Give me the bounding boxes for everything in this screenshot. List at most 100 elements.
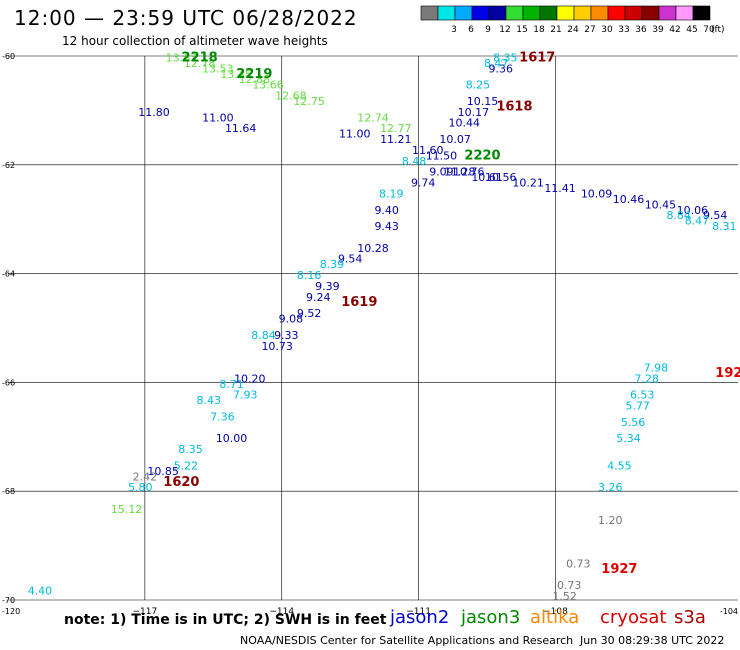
legend-label: 30	[601, 25, 613, 35]
satellite-name-jason3: jason3	[461, 607, 521, 628]
pass-number-label: 192	[715, 366, 740, 381]
wave-height-label: 9.54	[338, 253, 363, 266]
wave-height-label: 4.55	[607, 459, 632, 472]
wave-height-label: 8.71	[219, 378, 244, 391]
legend-label: 12	[499, 25, 510, 35]
wave-height-label: 5.22	[174, 459, 199, 472]
color-scale-legend: 3 6 9 12 15 18 21 24 27 30 33 36 39 42 45 70(ft)	[420, 5, 725, 35]
wave-height-label: 8.47	[685, 215, 710, 228]
wave-height-label: 8.35	[493, 51, 518, 64]
wave-height-label: 12.68	[275, 90, 307, 103]
wave-height-label: 15.12	[111, 503, 143, 516]
wave-height-label: 9.33	[274, 329, 299, 342]
legend-label: 45	[686, 25, 697, 35]
wave-height-label: 11.60	[412, 144, 444, 157]
wave-height-label: 8.25	[466, 79, 491, 92]
x-corner-label-left: -120	[2, 607, 20, 616]
wave-height-label: 9.52	[297, 307, 322, 320]
wave-height-label: 5.34	[616, 432, 641, 445]
wave-height-label: 0.73	[566, 557, 591, 570]
legend-label: 24	[567, 25, 579, 35]
wave-height-label: 9.74	[411, 177, 436, 190]
legend-label: 42	[669, 25, 680, 35]
wave-height-label: 5.56	[621, 416, 646, 429]
wave-height-label: 9.43	[374, 220, 399, 233]
y-tick-label: -62	[2, 161, 15, 170]
wave-height-label: 1.20	[598, 514, 623, 527]
legend-label: 27	[584, 25, 595, 35]
wave-height-label: 7.98	[644, 362, 669, 375]
wave-height-label: 8.16	[297, 269, 322, 282]
legend-label: 6	[468, 25, 474, 35]
wave-height-label: 11.00	[202, 111, 234, 124]
wave-height-label: 12.77	[380, 122, 412, 135]
wave-height-label: 1.52	[552, 590, 577, 603]
wave-height-label: 9.09	[429, 166, 454, 179]
satellite-name-s3a: s3a	[674, 607, 706, 628]
wave-height-label: 10.45	[645, 198, 677, 211]
y-tick-label: -64	[2, 270, 15, 279]
x-corner-label-right: -104	[720, 607, 738, 616]
legend-label: 70	[703, 25, 715, 35]
wave-height-label: 10.09	[581, 187, 613, 200]
wave-height-label: 11.80	[138, 106, 170, 119]
pass-number-label: 2218	[182, 50, 218, 65]
x-tick-label: −114	[269, 607, 294, 617]
wave-height-label: 10.44	[449, 117, 481, 130]
wave-height-label: 9.36	[489, 62, 514, 75]
wave-height-label: 12.74	[357, 111, 389, 124]
y-tick-label: -60	[2, 52, 15, 61]
wave-height-label: 2.42	[133, 470, 158, 483]
pass-number-label: 2220	[464, 148, 500, 163]
generated-timestamp: Jun 30 08:29:38 UTC 2022	[580, 634, 725, 647]
satellite-name-altika: altika	[530, 607, 580, 628]
wave-height-label: 8.47	[484, 57, 509, 70]
pass-number-label: 1617	[519, 50, 555, 65]
pass-number-label: 2219	[236, 67, 272, 82]
wave-height-label: 10.28	[357, 242, 389, 255]
wave-height-label: 10.56	[485, 171, 517, 184]
wave-height-label: 8.39	[320, 258, 345, 271]
legend-label: 18	[533, 25, 545, 35]
wave-height-label: 7.28	[635, 372, 660, 385]
pass-number-label: 1618	[496, 99, 532, 114]
wave-height-label: 8.84	[251, 329, 276, 342]
wave-height-label: 8.48	[402, 155, 427, 168]
satellite-name-cryosat: cryosat	[600, 607, 667, 628]
chart-title: 12:00 — 23:59 UTC 06/28/2022	[14, 6, 358, 30]
wave-height-label: 10.00	[216, 432, 248, 445]
wave-height-label: 11.00	[339, 128, 371, 141]
wave-height-label: 10.73	[261, 340, 293, 353]
wave-height-label: 5.77	[625, 400, 650, 413]
wave-height-label: 9.24	[306, 291, 331, 304]
legend-label: 39	[652, 25, 664, 35]
wave-height-label: 5.80	[128, 481, 153, 494]
wave-height-label: 11.28	[444, 166, 476, 179]
wave-height-label: 7.36	[210, 410, 235, 423]
wave-height-label: 10.20	[234, 372, 266, 385]
wave-height-label: 12.75	[293, 95, 325, 108]
wave-height-label: 11.64	[225, 122, 257, 135]
wave-height-label: 0.73	[557, 579, 582, 592]
wave-height-label: 10.07	[439, 133, 471, 146]
wave-height-label: 12.78	[184, 57, 216, 70]
y-tick-label: -68	[2, 487, 15, 496]
wave-height-label: 11.50	[426, 149, 458, 162]
chart-subtitle: 12 hour collection of altimeter wave hei…	[62, 34, 328, 48]
wave-height-label: 13.53	[202, 62, 234, 75]
wave-height-label: 13.63	[166, 51, 198, 64]
wave-height-label: 9.40	[374, 204, 399, 217]
y-tick-label: -70	[2, 596, 15, 605]
wave-height-label: 10.17	[458, 106, 490, 119]
pass-number-label: 1927	[601, 562, 637, 577]
wave-height-label: 6.53	[630, 389, 655, 402]
wave-height-label: 8.43	[197, 394, 222, 407]
wave-height-label: 8.31	[712, 220, 737, 233]
wave-height-label: 10.21	[512, 177, 544, 190]
wave-height-label: 13.45	[220, 68, 252, 81]
wave-height-label: 13.66	[252, 79, 284, 92]
wave-height-label: 10.85	[147, 465, 179, 478]
credit-line: NOAA/NESDIS Center for Satellite Applica…	[240, 634, 574, 647]
legend-label: 33	[618, 25, 629, 35]
